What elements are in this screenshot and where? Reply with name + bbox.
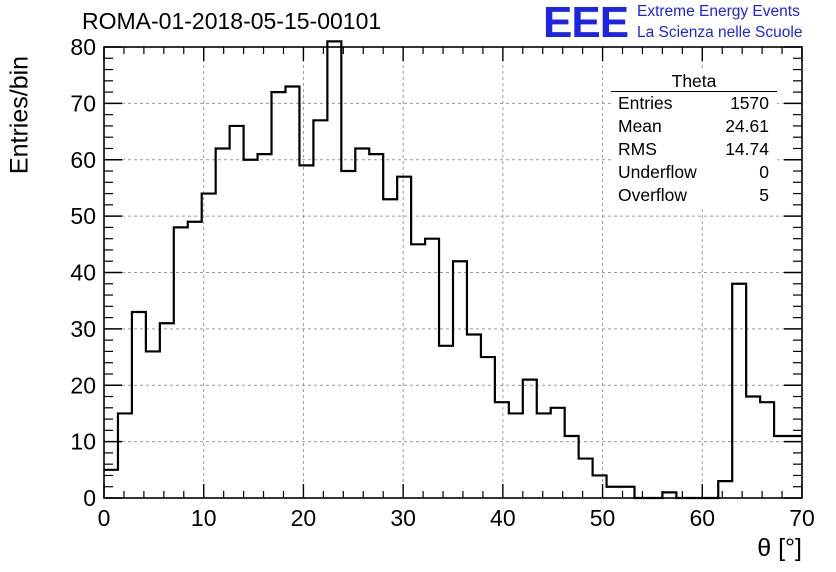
y-tick-label: 50 xyxy=(70,203,96,229)
x-tick-label: 40 xyxy=(490,505,516,531)
x-tick-label: 30 xyxy=(390,505,416,531)
stats-row-entries: Entries 1570 xyxy=(611,92,777,115)
x-axis-label: θ [°] xyxy=(757,534,802,562)
stats-row-mean: Mean 24.61 xyxy=(611,115,777,138)
stats-row-overflow: Overflow 5 xyxy=(611,184,777,207)
y-tick-label: 20 xyxy=(70,372,96,398)
y-axis-label: Entries/bin xyxy=(5,55,34,175)
y-tick-label: 30 xyxy=(70,316,96,342)
histogram-outline xyxy=(104,40,802,500)
x-tick-label: 60 xyxy=(689,505,715,531)
chart-title: ROMA-01-2018-05-15-00101 xyxy=(82,8,382,34)
axis-ticks xyxy=(103,46,803,499)
stats-label: Mean xyxy=(618,116,662,136)
y-tick-label: 60 xyxy=(70,147,96,173)
stats-value: 1570 xyxy=(730,93,769,113)
logo-subtitle-1: Extreme Energy Events xyxy=(637,3,800,20)
y-tick-label: 0 xyxy=(83,485,96,511)
stats-row-rms: RMS 14.74 xyxy=(611,138,777,161)
stats-value: 14.74 xyxy=(725,139,769,159)
plot-frame xyxy=(103,46,803,499)
stats-title: Theta xyxy=(611,71,777,92)
stats-box: Theta Entries 1570 Mean 24.61 RMS 14.74 … xyxy=(611,71,777,207)
eee-logo: EEE xyxy=(543,0,629,47)
stats-value: 0 xyxy=(759,162,769,182)
x-tick-label: 0 xyxy=(98,505,111,531)
stats-value: 24.61 xyxy=(725,116,769,136)
x-tick-label: 10 xyxy=(191,505,217,531)
stats-label: Entries xyxy=(618,93,673,113)
stats-label: Underflow xyxy=(618,162,697,182)
x-tick-label: 20 xyxy=(291,505,317,531)
y-tick-label: 10 xyxy=(70,429,96,455)
x-tick-label: 70 xyxy=(789,505,815,531)
stats-value: 5 xyxy=(759,185,769,205)
x-tick-label: 50 xyxy=(590,505,616,531)
y-tick-label: 80 xyxy=(70,34,96,60)
y-tick-label: 70 xyxy=(70,90,96,116)
stats-row-underflow: Underflow 0 xyxy=(611,161,777,184)
y-tick-label: 40 xyxy=(70,260,96,286)
stats-label: RMS xyxy=(618,139,657,159)
stats-label: Overflow xyxy=(618,185,688,205)
logo-subtitle-2: La Scienza nelle Scuole xyxy=(637,24,803,41)
